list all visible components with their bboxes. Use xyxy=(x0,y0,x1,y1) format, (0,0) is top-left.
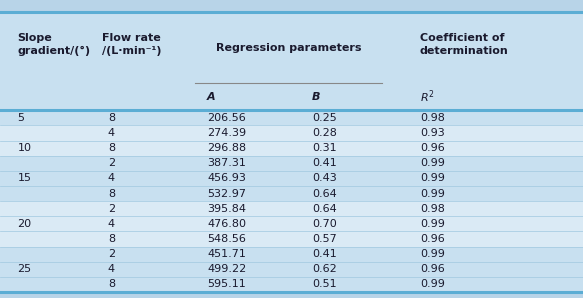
Text: 476.80: 476.80 xyxy=(207,219,246,229)
Bar xyxy=(0,12,583,110)
Text: 8: 8 xyxy=(108,234,115,244)
Text: 0.31: 0.31 xyxy=(312,143,336,153)
Text: 5: 5 xyxy=(17,113,24,123)
Text: 395.84: 395.84 xyxy=(207,204,246,214)
Text: 4: 4 xyxy=(108,128,115,138)
Text: B: B xyxy=(312,92,321,102)
Text: 451.71: 451.71 xyxy=(207,249,246,259)
Text: 595.11: 595.11 xyxy=(207,280,245,289)
Bar xyxy=(0,247,583,292)
Text: 0.64: 0.64 xyxy=(312,204,336,214)
Text: 0.99: 0.99 xyxy=(420,249,445,259)
Text: 4: 4 xyxy=(108,219,115,229)
Text: 25: 25 xyxy=(17,264,31,274)
Text: $\mathit{R}^2$: $\mathit{R}^2$ xyxy=(420,89,434,105)
Text: 0.99: 0.99 xyxy=(420,189,445,198)
Text: 10: 10 xyxy=(17,143,31,153)
Text: Coefficient of
determination: Coefficient of determination xyxy=(420,33,508,56)
Text: A: A xyxy=(207,92,216,102)
Text: 548.56: 548.56 xyxy=(207,234,246,244)
Text: 0.62: 0.62 xyxy=(312,264,336,274)
Text: 0.57: 0.57 xyxy=(312,234,336,244)
Text: Regression parameters: Regression parameters xyxy=(216,43,361,53)
Text: 2: 2 xyxy=(108,204,115,214)
Text: 0.28: 0.28 xyxy=(312,128,337,138)
Text: 206.56: 206.56 xyxy=(207,113,245,123)
Text: 0.99: 0.99 xyxy=(420,173,445,184)
Bar xyxy=(0,125,583,156)
Bar xyxy=(0,156,583,201)
Text: 0.96: 0.96 xyxy=(420,143,444,153)
Text: 499.22: 499.22 xyxy=(207,264,246,274)
Text: 0.64: 0.64 xyxy=(312,189,336,198)
Text: 456.93: 456.93 xyxy=(207,173,246,184)
Text: 0.41: 0.41 xyxy=(312,158,336,168)
Bar xyxy=(0,201,583,247)
Text: 8: 8 xyxy=(108,143,115,153)
Text: 8: 8 xyxy=(108,189,115,198)
Text: Flow rate
/(L·min⁻¹): Flow rate /(L·min⁻¹) xyxy=(102,33,161,56)
Text: 387.31: 387.31 xyxy=(207,158,246,168)
Text: 20: 20 xyxy=(17,219,31,229)
Text: 0.99: 0.99 xyxy=(420,219,445,229)
Text: 0.96: 0.96 xyxy=(420,264,444,274)
Text: 0.99: 0.99 xyxy=(420,280,445,289)
Bar xyxy=(0,110,583,125)
Text: 0.43: 0.43 xyxy=(312,173,336,184)
Text: 0.41: 0.41 xyxy=(312,249,336,259)
Text: 0.98: 0.98 xyxy=(420,113,445,123)
Text: Slope
gradient/(°): Slope gradient/(°) xyxy=(17,33,90,56)
Text: 532.97: 532.97 xyxy=(207,189,246,198)
Text: 274.39: 274.39 xyxy=(207,128,246,138)
Text: 2: 2 xyxy=(108,158,115,168)
Text: 0.99: 0.99 xyxy=(420,158,445,168)
Text: 4: 4 xyxy=(108,173,115,184)
Text: 0.96: 0.96 xyxy=(420,234,444,244)
Text: 15: 15 xyxy=(17,173,31,184)
Text: 4: 4 xyxy=(108,264,115,274)
Text: 0.25: 0.25 xyxy=(312,113,336,123)
Text: 8: 8 xyxy=(108,113,115,123)
Text: 8: 8 xyxy=(108,280,115,289)
Text: 296.88: 296.88 xyxy=(207,143,246,153)
Text: 0.70: 0.70 xyxy=(312,219,336,229)
Text: 0.93: 0.93 xyxy=(420,128,444,138)
Text: 0.51: 0.51 xyxy=(312,280,336,289)
Text: 0.98: 0.98 xyxy=(420,204,445,214)
Text: 2: 2 xyxy=(108,249,115,259)
